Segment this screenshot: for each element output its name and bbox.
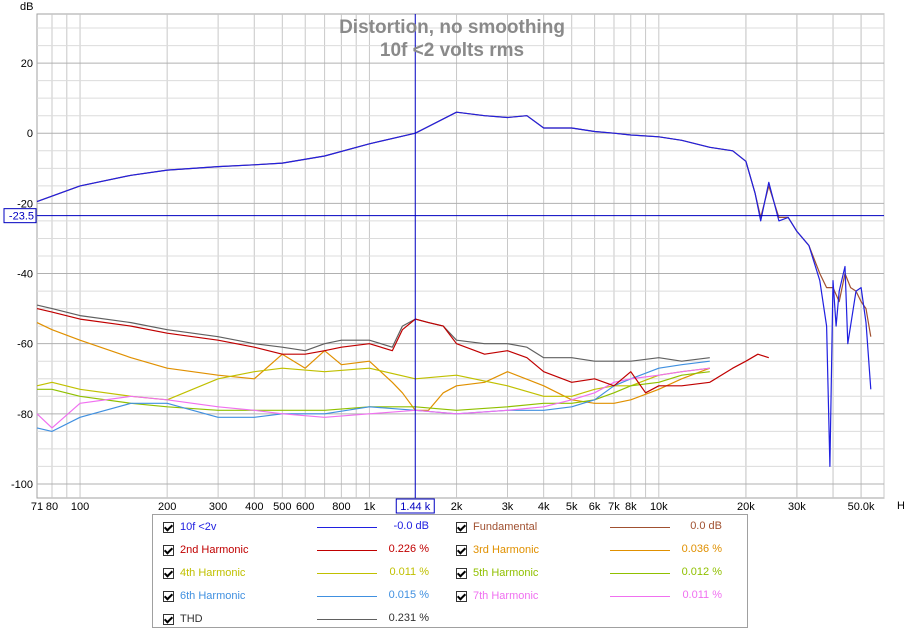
legend-label: 6th Harmonic [180, 590, 246, 602]
legend-value: 0.226 % [388, 543, 429, 555]
legend-item-fundamental[interactable]: Fundamental [456, 518, 537, 536]
legend-swatch [610, 573, 670, 574]
x-tick-label: 800 [332, 501, 350, 513]
series-line-2nd-harmonic [36, 308, 769, 394]
chart-title: Distortion, no smoothing [339, 17, 565, 38]
legend-item-10f-2v[interactable]: 10f <2v [163, 518, 216, 536]
legend-swatch [317, 596, 377, 597]
x-axis-label: Hz [897, 500, 904, 512]
legend-checkbox[interactable] [163, 521, 174, 533]
legend-swatch [610, 527, 670, 528]
x-tick-label: 8k [625, 501, 637, 513]
series-line-3rd-harmonic [36, 322, 711, 411]
legend-label: 2nd Harmonic [180, 544, 249, 556]
legend-label: THD [180, 613, 203, 625]
legend-item-thd[interactable]: THD [163, 610, 203, 628]
legend-label: 10f <2v [180, 521, 217, 533]
legend-swatch [610, 550, 670, 551]
x-tick-label: 20k [737, 501, 755, 513]
legend-checkbox[interactable] [163, 613, 174, 625]
legend-label: 4th Harmonic [180, 567, 246, 579]
legend-value: 0.0 dB [690, 520, 722, 532]
y-tick-label: -80 [17, 409, 33, 421]
legend: 10f <2v -0.0 dB Fundamental 0.0 dB 2nd Harmo… [152, 514, 748, 628]
y-tick-label: -20 [17, 198, 33, 210]
x-tick-label: 300 [209, 501, 227, 513]
cursor-x-readout-box [395, 498, 435, 514]
series-line-10f-2v [36, 111, 872, 467]
legend-value: 0.011 % [682, 589, 722, 601]
y-tick-label: 0 [27, 128, 33, 140]
legend-item-6th-harmonic[interactable]: 6th Harmonic [163, 587, 245, 605]
x-tick-label: 71 [31, 501, 43, 513]
x-tick-label: 5k [566, 501, 578, 513]
y-tick-label: -60 [17, 339, 33, 351]
legend-label: 5th Harmonic [473, 567, 539, 579]
y-tick-label: -40 [17, 269, 33, 281]
legend-item-3rd-harmonic[interactable]: 3rd Harmonic [456, 541, 539, 559]
legend-label: Fundamental [473, 521, 538, 533]
x-tick-label: 200 [158, 501, 176, 513]
legend-swatch [610, 596, 670, 597]
x-tick-label: 7k [608, 501, 620, 513]
cursor-y-readout: -23.5 [9, 211, 34, 223]
cursor-layer: 1.44 k -23.5 [3, 14, 884, 514]
legend-value: 0.231 % [388, 612, 429, 624]
x-tick-label: 2k [451, 501, 463, 513]
legend-checkbox[interactable] [163, 567, 174, 579]
cursor-y-readout-box [3, 208, 37, 224]
legend-value: 0.036 % [681, 543, 722, 555]
legend-swatch [317, 619, 377, 620]
legend-checkbox[interactable] [456, 590, 467, 602]
legend-value: 0.011 % [389, 566, 429, 578]
y-axis-label: dB [20, 1, 33, 13]
legend-swatch [317, 550, 377, 551]
x-tick-label: 600 [296, 501, 314, 513]
legend-swatch [317, 573, 377, 574]
x-tick-label: 50.0k [848, 501, 875, 513]
legend-item-7th-harmonic[interactable]: 7th Harmonic [456, 587, 538, 605]
x-tick-label: 80 [46, 501, 58, 513]
legend-value: 0.015 % [388, 589, 429, 601]
x-tick-label: 1k [364, 501, 376, 513]
legend-checkbox[interactable] [456, 544, 467, 556]
legend-item-2nd-harmonic[interactable]: 2nd Harmonic [163, 541, 248, 559]
y-tick-label: 20 [21, 58, 33, 70]
x-tick-label: 6k [589, 501, 601, 513]
legend-label: 3rd Harmonic [473, 544, 540, 556]
x-tick-label: 3k [502, 501, 514, 513]
legend-item-4th-harmonic[interactable]: 4th Harmonic [163, 564, 245, 582]
legend-value: -0.0 dB [393, 520, 429, 532]
legend-checkbox[interactable] [163, 590, 174, 602]
legend-item-5th-harmonic[interactable]: 5th Harmonic [456, 564, 538, 582]
x-tick-label: 4k [538, 501, 550, 513]
legend-checkbox[interactable] [456, 521, 467, 533]
x-tick-label: 10k [650, 501, 668, 513]
x-tick-label: 30k [788, 501, 806, 513]
legend-checkbox[interactable] [456, 567, 467, 579]
legend-label: 7th Harmonic [473, 590, 539, 602]
legend-value: 0.012 % [681, 566, 722, 578]
chart-subtitle: 10f <2 volts rms [380, 40, 524, 61]
x-tick-label: 400 [245, 501, 263, 513]
legend-checkbox[interactable] [163, 544, 174, 556]
legend-swatch [317, 527, 377, 528]
x-tick-label: 500 [273, 501, 291, 513]
y-tick-label: -100 [11, 479, 33, 491]
grid-lines [37, 14, 885, 498]
x-tick-label: 100 [71, 501, 89, 513]
cursor-x-readout: 1.44 k [400, 501, 430, 513]
